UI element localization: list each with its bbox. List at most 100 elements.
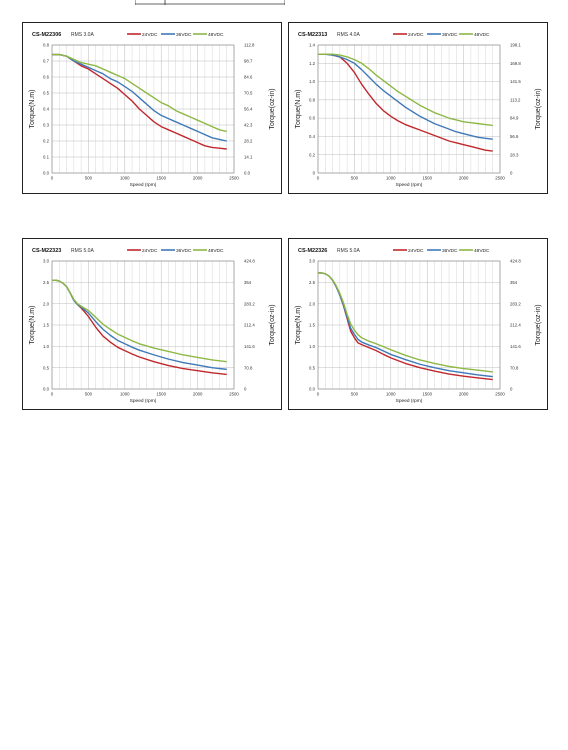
chart-4: CS-M22326 RMS 5.0A 24VDC 36VDC 48VDC 0.0 0.5 1.… — [295, 248, 542, 404]
series-line-24VDC — [52, 53, 227, 150]
x-tick-label: 1000 — [120, 392, 130, 397]
y-right-tick-label: 283.2 — [510, 301, 521, 306]
x-tick-label: 500 — [85, 176, 93, 181]
chart-title: CS-M22326 — [298, 248, 327, 254]
y-right-tick-label: 70.8 — [244, 365, 253, 370]
x-tick-label: 2500 — [495, 176, 505, 181]
y-tick-label: 0.5 — [309, 365, 316, 370]
y-right-tick-label: 283.2 — [244, 301, 255, 306]
legend-label: 24VDC — [408, 248, 424, 254]
chart-title: CS-M22323 — [32, 248, 61, 254]
x-tick-label: 0 — [317, 176, 320, 181]
y-tick-label: 2.5 — [43, 280, 50, 285]
plot-area — [317, 44, 501, 174]
y-tick-label: 0.6 — [43, 75, 50, 80]
y-tick-label: 0.8 — [43, 43, 50, 48]
y-tick-label: 3.0 — [43, 259, 50, 264]
y-tick-label: 1.0 — [309, 79, 316, 84]
y-tick-label: 0.5 — [43, 365, 50, 370]
y-right-tick-label: 0.0 — [244, 171, 251, 176]
x-tick-label: 2000 — [193, 392, 203, 397]
y-right-axis-label: Torque(oz-in) — [535, 88, 542, 129]
y-right-tick-label: 56.4 — [244, 107, 253, 112]
y-tick-label: 0.0 — [43, 171, 50, 176]
y-tick-label: 3.0 — [309, 259, 316, 264]
y-tick-label: 0.7 — [43, 59, 50, 64]
y-right-tick-label: 42.3 — [244, 123, 253, 128]
y-right-tick-label: 169.8 — [510, 61, 521, 66]
y-right-tick-label: 84.6 — [244, 75, 253, 80]
chart-title: CS-M22313 — [298, 32, 327, 38]
top-dimension-fragment — [135, 0, 285, 5]
x-tick-label: 1500 — [156, 392, 166, 397]
y-axis-label: Torque(N.m) — [29, 90, 36, 129]
y-tick-label: 0.2 — [309, 152, 316, 157]
y-right-tick-label: 70.8 — [510, 365, 519, 370]
y-tick-label: 2.0 — [43, 301, 50, 306]
y-right-tick-label: 14.1 — [244, 155, 253, 160]
y-axis-label: Torque(N.m) — [295, 306, 302, 345]
y-right-tick-label: 212.4 — [244, 323, 255, 328]
chart-panel-3: CS-M22323 RMS 5.0A 24VDC 36VDC 48VDC 0.0 0.5 1.… — [22, 238, 282, 410]
x-tick-label: 2000 — [193, 176, 203, 181]
x-tick-label: 1000 — [386, 176, 396, 181]
x-tick-label: 2500 — [229, 176, 239, 181]
y-tick-label: 0.5 — [43, 91, 50, 96]
y-tick-label: 1.5 — [43, 323, 50, 328]
legend-label: 48VDC — [474, 32, 490, 38]
legend-label: 36VDC — [176, 248, 192, 254]
y-right-axis-label: Torque(oz-in) — [269, 304, 276, 345]
x-tick-label: 1500 — [422, 176, 432, 181]
y-axis-label: Torque(N.m) — [295, 90, 302, 129]
series-line-48VDC — [52, 279, 227, 363]
y-tick-label: 0.8 — [309, 97, 316, 102]
y-right-tick-label: 212.4 — [510, 323, 521, 328]
series-line-36VDC — [52, 53, 227, 142]
series-line-48VDC — [318, 272, 493, 373]
y-right-tick-label: 56.6 — [510, 134, 519, 139]
y-tick-label: 0.1 — [43, 155, 50, 160]
y-tick-label: 2.0 — [309, 301, 316, 306]
y-tick-label: 1.5 — [309, 323, 316, 328]
chart-subtitle: RMS 5.0A — [71, 248, 94, 254]
x-axis-label: Speed (rpm) — [396, 182, 423, 188]
legend-label: 24VDC — [142, 32, 158, 38]
x-tick-label: 1000 — [120, 176, 130, 181]
legend-label: 36VDC — [442, 32, 458, 38]
series-line-48VDC — [318, 53, 493, 127]
y-right-tick-label: 141.5 — [510, 79, 521, 84]
legend-label: 24VDC — [408, 32, 424, 38]
y-right-tick-label: 70.5 — [244, 91, 253, 96]
y-right-tick-label: 112.8 — [244, 43, 255, 48]
y-tick-label: 0.0 — [309, 387, 316, 392]
y-right-tick-label: 113.2 — [510, 97, 521, 102]
chart-panel-1: CS-M22306 RMS 3.0A 24VDC 36VDC 48VDC 0.0 0.1 0.… — [22, 22, 282, 194]
chart-panel-2: CS-M22313 RMS 4.0A 24VDC 36VDC 48VDC 0 0.2 0.4 0… — [288, 22, 548, 194]
y-tick-label: 1.2 — [309, 61, 316, 66]
chart-title: CS-M22306 — [32, 32, 61, 38]
x-tick-label: 2500 — [229, 392, 239, 397]
y-tick-label: 0.0 — [43, 387, 50, 392]
x-tick-label: 1000 — [386, 392, 396, 397]
x-tick-label: 0 — [317, 392, 320, 397]
x-tick-label: 500 — [85, 392, 93, 397]
y-tick-label: 0.3 — [43, 123, 50, 128]
y-right-tick-label: 28.2 — [244, 139, 253, 144]
legend-label: 36VDC — [176, 32, 192, 38]
x-tick-label: 0 — [51, 176, 54, 181]
chart-subtitle: RMS 5.0A — [337, 248, 360, 254]
y-right-tick-label: 424.8 — [510, 259, 521, 264]
x-tick-label: 1500 — [422, 392, 432, 397]
legend-label: 48VDC — [208, 32, 224, 38]
y-right-tick-label: 198.1 — [510, 43, 521, 48]
y-right-tick-label: 141.6 — [510, 344, 521, 349]
x-tick-label: 500 — [351, 392, 359, 397]
y-right-tick-label: 28.3 — [510, 152, 519, 157]
y-tick-label: 0.6 — [309, 116, 316, 121]
x-tick-label: 1500 — [156, 176, 166, 181]
y-right-axis-label: Torque(oz-in) — [269, 88, 276, 129]
x-tick-label: 2500 — [495, 392, 505, 397]
y-right-tick-label: 0 — [510, 387, 513, 392]
y-tick-label: 1.4 — [309, 43, 316, 48]
series-line-24VDC — [318, 53, 493, 152]
